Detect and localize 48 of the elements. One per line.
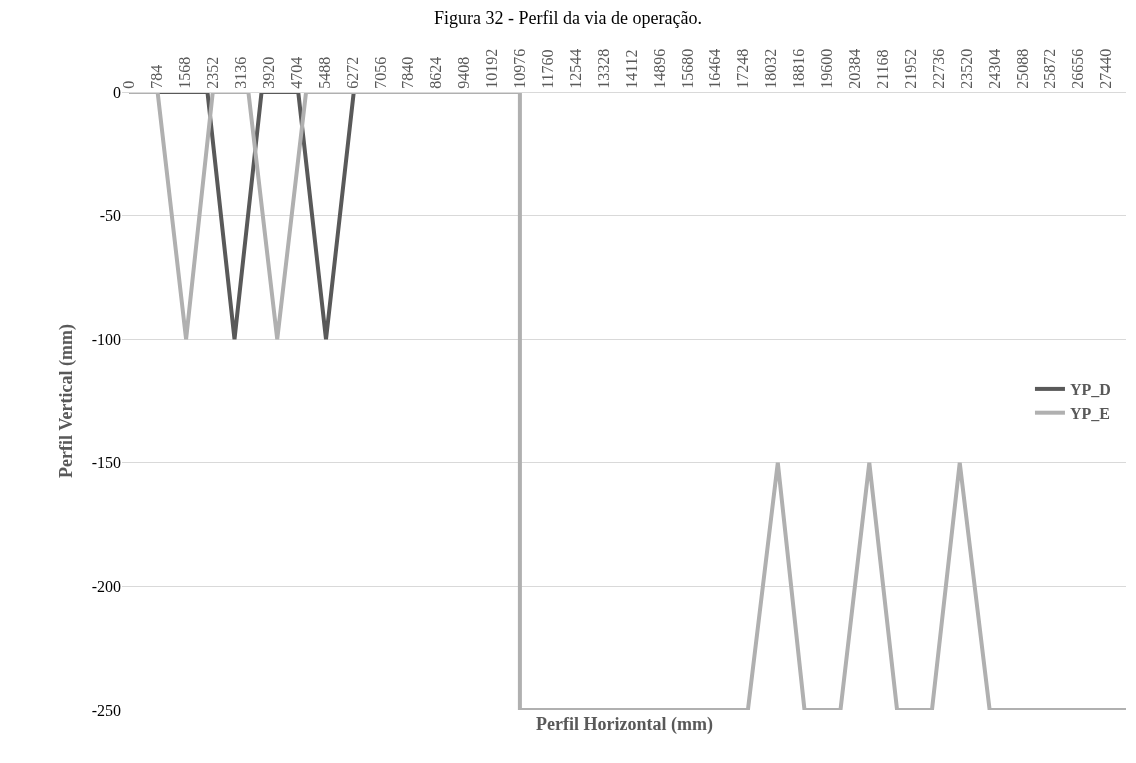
x-tick-label: 1568 [176, 56, 194, 89]
x-tick-label: 3920 [259, 56, 277, 89]
x-tick-label: 16464 [706, 48, 724, 89]
x-tick-label: 7056 [371, 56, 389, 89]
x-tick-label: 4704 [287, 56, 305, 89]
x-tick-label: 784 [148, 64, 166, 89]
x-tick-label: 25088 [1013, 48, 1031, 89]
line-series [127, 92, 1126, 710]
x-tick-label: 2352 [204, 56, 222, 89]
x-tick-label: 5488 [315, 56, 333, 89]
x-tick-label: 19600 [818, 48, 836, 89]
y-tick-label: -100 [91, 330, 121, 348]
y-tick-label: -250 [91, 701, 121, 719]
x-tick-label: 20384 [846, 48, 864, 89]
x-tick-label: 18816 [790, 48, 808, 89]
x-tick-label: 23520 [957, 48, 975, 89]
legend-label: YP_D [1069, 381, 1111, 399]
x-tick-label: 26656 [1069, 48, 1087, 89]
x-tick-label: 15680 [678, 48, 696, 89]
x-tick-label: 14112 [622, 49, 640, 89]
x-tick-label: 7840 [399, 56, 417, 89]
y-tick-label: -150 [91, 454, 121, 472]
x-tick-label: 11760 [539, 49, 557, 89]
chart-title: Figura 32 - Perfil da via de operação. [434, 8, 702, 29]
x-tick-label: 14896 [650, 48, 668, 89]
x-tick-label: 8624 [427, 56, 445, 89]
legend-label: YP_E [1069, 404, 1110, 422]
y-axis-title: Perfil Vertical (mm) [55, 324, 77, 478]
x-tick-label: 27440 [1097, 48, 1115, 89]
x-tick-label: 10192 [483, 48, 501, 89]
y-tick-label: -50 [99, 207, 121, 225]
y-tick-label: -200 [91, 578, 121, 595]
y-tick-label: 0 [113, 83, 121, 101]
x-tick-label: 0 [120, 80, 138, 89]
x-tick-label: 25872 [1041, 48, 1059, 89]
x-tick-label: 9408 [455, 56, 473, 89]
x-tick-label: 18032 [762, 48, 780, 89]
x-tick-label: 21952 [901, 48, 919, 89]
x-tick-label: 3136 [231, 56, 249, 89]
x-tick-label: 21168 [873, 49, 891, 89]
x-tick-label: 10976 [511, 48, 529, 89]
x-axis-title: Perfil Horizontal (mm) [536, 714, 713, 735]
x-tick-label: 6272 [343, 56, 361, 89]
x-tick-label: 22736 [929, 48, 947, 89]
x-tick-label: 24304 [985, 48, 1003, 89]
x-tick-label: 13328 [594, 48, 612, 89]
x-tick-label: 17248 [734, 48, 752, 89]
x-tick-label: 12544 [566, 48, 584, 89]
